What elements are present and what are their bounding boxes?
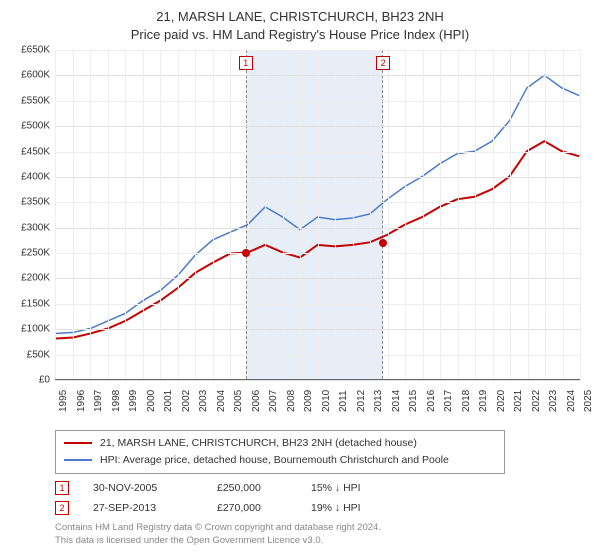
x-tick-label: 1999 xyxy=(128,390,139,412)
legend-row: 21, MARSH LANE, CHRISTCHURCH, BH23 2NH (… xyxy=(64,435,496,452)
x-tick-label: 2007 xyxy=(268,390,279,412)
plot-area: 12 xyxy=(55,50,580,380)
x-tick-label: 2020 xyxy=(496,390,507,412)
legend-box: 21, MARSH LANE, CHRISTCHURCH, BH23 2NH (… xyxy=(55,430,505,474)
y-tick-label: £150K xyxy=(8,298,50,309)
x-tick-label: 1997 xyxy=(93,390,104,412)
sales-table: 1 30-NOV-2005 £250,000 15% ↓ HPI 2 27-SEP-201… xyxy=(55,478,401,518)
x-tick-label: 2001 xyxy=(163,390,174,412)
x-tick-label: 2002 xyxy=(181,390,192,412)
y-tick-label: £650K xyxy=(8,45,50,56)
y-tick-label: £0 xyxy=(8,375,50,386)
y-tick-label: £500K xyxy=(8,121,50,132)
y-tick-label: £350K xyxy=(8,197,50,208)
x-tick-label: 1998 xyxy=(111,390,122,412)
x-tick-label: 2017 xyxy=(443,390,454,412)
sale-row: 1 30-NOV-2005 £250,000 15% ↓ HPI xyxy=(55,478,401,498)
chart-container: 21, MARSH LANE, CHRISTCHURCH, BH23 2NH P… xyxy=(0,0,600,560)
sale-price: £270,000 xyxy=(217,502,287,514)
legend-label: HPI: Average price, detached house, Bour… xyxy=(100,452,449,469)
x-tick-label: 2025 xyxy=(583,390,594,412)
y-tick-label: £450K xyxy=(8,146,50,157)
legend-label: 21, MARSH LANE, CHRISTCHURCH, BH23 2NH (… xyxy=(100,435,417,452)
y-tick-label: £300K xyxy=(8,222,50,233)
x-tick-label: 2015 xyxy=(408,390,419,412)
footer-line-2: This data is licensed under the Open Gov… xyxy=(55,535,381,548)
sale-idx-badge: 1 xyxy=(55,481,69,495)
sale-date: 30-NOV-2005 xyxy=(93,482,193,494)
x-tick-label: 2018 xyxy=(461,390,472,412)
x-tick-label: 2008 xyxy=(286,390,297,412)
sale-delta: 15% ↓ HPI xyxy=(311,482,401,494)
x-tick-label: 2022 xyxy=(531,390,542,412)
x-tick-label: 2012 xyxy=(356,390,367,412)
sale-marker-dot xyxy=(379,239,387,247)
x-tick-label: 2010 xyxy=(321,390,332,412)
y-tick-label: £250K xyxy=(8,248,50,259)
sale-marker-dot xyxy=(242,249,250,257)
x-tick-label: 2024 xyxy=(566,390,577,412)
legend-row: HPI: Average price, detached house, Bour… xyxy=(64,452,496,469)
x-tick-label: 2023 xyxy=(548,390,559,412)
footer-attribution: Contains HM Land Registry data © Crown c… xyxy=(55,522,381,548)
sale-marker-label: 1 xyxy=(239,56,253,70)
title-line-1: 21, MARSH LANE, CHRISTCHURCH, BH23 2NH xyxy=(0,8,600,26)
sale-date: 27-SEP-2013 xyxy=(93,502,193,514)
x-tick-label: 2021 xyxy=(513,390,524,412)
title-line-2: Price paid vs. HM Land Registry's House … xyxy=(0,26,600,44)
x-tick-label: 1996 xyxy=(76,390,87,412)
x-tick-label: 2009 xyxy=(303,390,314,412)
y-tick-label: £550K xyxy=(8,95,50,106)
y-tick-label: £100K xyxy=(8,324,50,335)
x-tick-label: 2016 xyxy=(426,390,437,412)
x-tick-label: 2014 xyxy=(391,390,402,412)
y-tick-label: £600K xyxy=(8,70,50,81)
x-tick-label: 2011 xyxy=(338,390,349,412)
x-tick-label: 2004 xyxy=(216,390,227,412)
sale-idx-badge: 2 xyxy=(55,501,69,515)
sale-row: 2 27-SEP-2013 £270,000 19% ↓ HPI xyxy=(55,498,401,518)
chart-title: 21, MARSH LANE, CHRISTCHURCH, BH23 2NH P… xyxy=(0,0,600,44)
y-tick-label: £50K xyxy=(8,349,50,360)
x-tick-label: 2003 xyxy=(198,390,209,412)
x-tick-label: 1995 xyxy=(58,390,69,412)
legend-swatch xyxy=(64,442,92,444)
footer-line-1: Contains HM Land Registry data © Crown c… xyxy=(55,522,381,535)
legend-swatch xyxy=(64,459,92,461)
x-tick-label: 2019 xyxy=(478,390,489,412)
x-tick-label: 2006 xyxy=(251,390,262,412)
y-tick-label: £400K xyxy=(8,171,50,182)
x-tick-label: 2005 xyxy=(233,390,244,412)
sale-delta: 19% ↓ HPI xyxy=(311,502,401,514)
sale-price: £250,000 xyxy=(217,482,287,494)
x-tick-label: 2000 xyxy=(146,390,157,412)
x-tick-label: 2013 xyxy=(373,390,384,412)
y-tick-label: £200K xyxy=(8,273,50,284)
sale-marker-label: 2 xyxy=(376,56,390,70)
